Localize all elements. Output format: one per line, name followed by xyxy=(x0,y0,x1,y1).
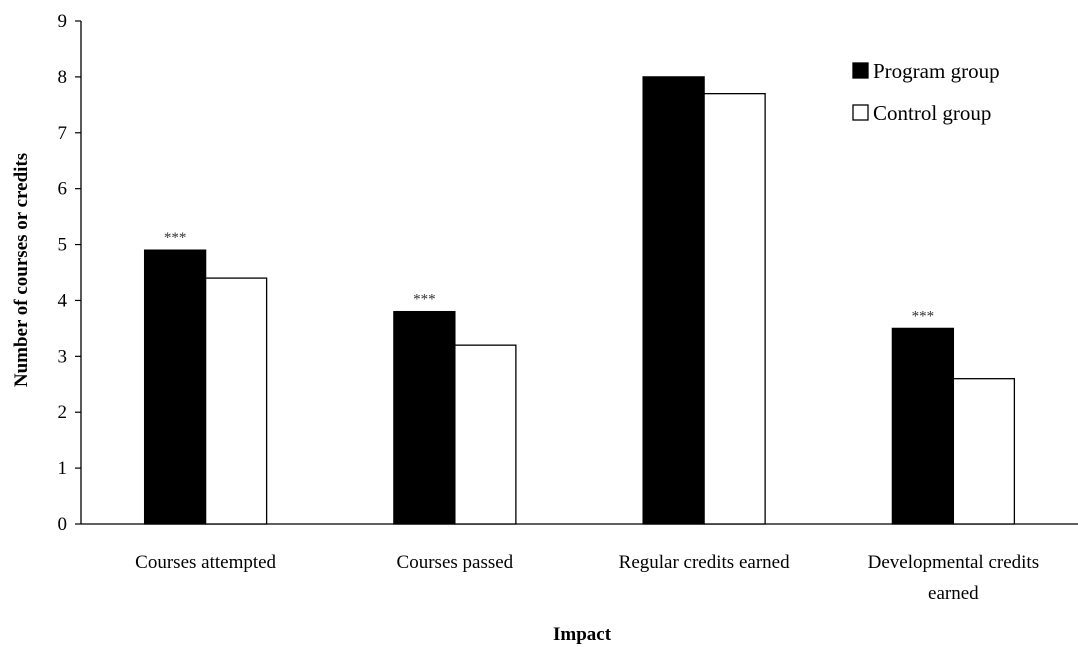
significance-annotation: *** xyxy=(413,292,436,308)
bars xyxy=(143,76,1016,525)
bar-control-group xyxy=(703,93,766,525)
y-tick-label: 5 xyxy=(58,235,68,256)
legend-label-program-group: Program group xyxy=(873,59,1000,83)
y-tick-label: 4 xyxy=(58,290,68,311)
bar-program-group xyxy=(393,310,456,525)
y-axis-title: Number of courses or credits xyxy=(11,153,32,387)
y-tick-label: 3 xyxy=(58,346,68,367)
x-axis-title: Impact xyxy=(553,624,612,645)
bar-control-group xyxy=(204,277,268,525)
bar-program-group xyxy=(891,327,955,525)
bar-program-group xyxy=(642,76,705,525)
x-category-label: Courses passed xyxy=(397,552,514,573)
x-category-label: Regular credits earned xyxy=(619,552,790,573)
annotations: *** *** *** xyxy=(164,230,934,324)
y-axis: 0 1 2 3 4 5 6 7 8 9 xyxy=(58,11,82,535)
legend-label-control-group: Control group xyxy=(873,101,991,125)
y-tick-label: 2 xyxy=(58,402,68,423)
significance-annotation: *** xyxy=(164,230,187,246)
y-tick-label: 1 xyxy=(58,458,68,479)
legend-swatch-program-group xyxy=(852,62,869,79)
category-labels: Courses attempted Courses passed Regular c… xyxy=(135,552,1039,604)
y-tick-label: 0 xyxy=(58,514,68,535)
x-category-label: earned xyxy=(928,583,979,604)
significance-annotation: *** xyxy=(912,308,935,324)
y-tick-label: 8 xyxy=(58,67,68,88)
x-category-label: Developmental credits xyxy=(868,552,1039,573)
legend-swatch-control-group xyxy=(852,104,869,121)
y-tick-label: 9 xyxy=(58,11,68,32)
y-tick-label: 6 xyxy=(58,179,68,200)
bar-program-group xyxy=(143,249,207,525)
y-tick-label: 7 xyxy=(58,123,68,144)
legend: Program group Control group xyxy=(852,59,1000,125)
bar-control-group xyxy=(952,378,1016,525)
bar-control-group xyxy=(454,344,517,525)
x-category-label: Courses attempted xyxy=(135,552,276,573)
